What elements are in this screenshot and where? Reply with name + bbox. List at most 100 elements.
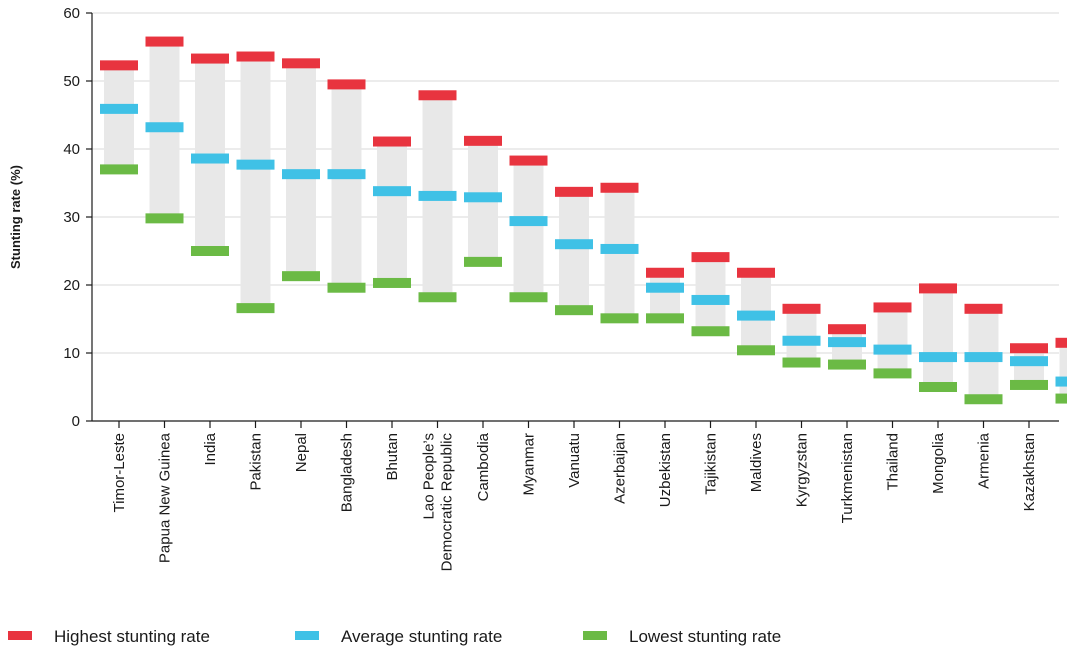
x-tick-label-group: Pakistan bbox=[248, 433, 265, 491]
x-tick-label-group: Nepal bbox=[293, 433, 310, 472]
average-rate-marker bbox=[646, 282, 684, 293]
x-tick-label: Uzbekistan bbox=[657, 433, 674, 507]
y-tick-label: 30 bbox=[63, 209, 80, 226]
highest-rate-marker bbox=[145, 36, 184, 47]
x-tick-label: Turkmenistan bbox=[839, 433, 856, 523]
x-tick-label-group: Armenia bbox=[976, 432, 993, 489]
legend-swatch bbox=[583, 631, 607, 640]
range-band bbox=[695, 257, 726, 332]
lowest-rate-marker bbox=[737, 345, 775, 356]
range-band bbox=[104, 65, 134, 170]
y-tick-label: 60 bbox=[63, 5, 80, 22]
highest-rate-marker bbox=[600, 182, 639, 193]
highest-rate-marker bbox=[828, 324, 866, 335]
average-rate-marker bbox=[418, 190, 457, 201]
lowest-rate-marker bbox=[509, 292, 548, 303]
x-tick-label-group: Tajikistan bbox=[703, 433, 720, 495]
y-tick-label: 50 bbox=[63, 73, 80, 90]
highest-rate-marker bbox=[1055, 337, 1067, 348]
x-tick-label: Maldives bbox=[748, 433, 765, 492]
range-band bbox=[1059, 342, 1067, 399]
x-tick-label: Democratic Republic bbox=[439, 433, 456, 572]
highest-rate-marker bbox=[191, 53, 229, 64]
lowest-rate-marker bbox=[828, 359, 866, 370]
average-rate-marker bbox=[600, 243, 639, 254]
lowest-rate-marker bbox=[691, 326, 730, 337]
x-tick-label: Papua New Guinea bbox=[157, 432, 174, 563]
lowest-rate-marker bbox=[100, 164, 138, 175]
y-tick-label: 0 bbox=[72, 413, 80, 430]
highest-rate-marker bbox=[100, 60, 138, 71]
average-rate-marker bbox=[919, 352, 957, 363]
highest-rate-marker bbox=[919, 283, 957, 294]
x-tick-label-group: Maldives bbox=[748, 433, 765, 492]
highest-rate-marker bbox=[418, 90, 457, 101]
legend-label: Highest stunting rate bbox=[54, 627, 210, 646]
lowest-rate-marker bbox=[919, 382, 957, 392]
highest-rate-marker bbox=[327, 79, 366, 90]
lowest-rate-marker bbox=[600, 313, 639, 324]
lowest-rate-marker bbox=[646, 313, 684, 324]
x-tick-label: Kazakhstan bbox=[1021, 433, 1038, 511]
highest-rate-marker bbox=[373, 136, 411, 147]
range-band bbox=[650, 272, 680, 319]
x-tick-label-group: Papua New Guinea bbox=[157, 432, 174, 563]
average-rate-marker bbox=[327, 169, 366, 180]
lowest-rate-marker bbox=[236, 303, 275, 314]
x-tick-label-group: Uzbekistan bbox=[657, 433, 674, 507]
lowest-rate-marker bbox=[145, 213, 184, 224]
average-rate-marker bbox=[236, 159, 275, 170]
lowest-rate-marker bbox=[418, 292, 457, 303]
average-rate-marker bbox=[691, 294, 730, 305]
x-tick-label-group: Turkmenistan bbox=[839, 433, 856, 523]
x-tick-label: Tajikistan bbox=[703, 433, 720, 495]
lowest-rate-marker bbox=[1010, 379, 1048, 390]
highest-rate-marker bbox=[236, 51, 275, 62]
lowest-rate-marker bbox=[555, 305, 593, 316]
x-tick-label-group: Vanuatu bbox=[566, 433, 583, 488]
highest-rate-marker bbox=[646, 267, 684, 278]
average-rate-marker bbox=[782, 335, 821, 346]
average-rate-marker bbox=[737, 310, 775, 321]
range-band bbox=[786, 308, 817, 363]
highest-rate-marker bbox=[782, 303, 821, 314]
legend-label: Lowest stunting rate bbox=[629, 627, 781, 646]
average-rate-marker bbox=[555, 239, 593, 250]
legend-swatch bbox=[295, 631, 319, 640]
x-tick-label-group: Thailand bbox=[885, 433, 902, 491]
lowest-rate-marker bbox=[191, 246, 229, 256]
range-band bbox=[513, 160, 544, 298]
y-tick-label: 40 bbox=[63, 141, 80, 158]
average-rate-marker bbox=[100, 103, 138, 114]
lowest-rate-marker bbox=[464, 256, 502, 267]
x-tick-label: Lao People’s bbox=[421, 433, 438, 519]
lowest-rate-marker bbox=[964, 394, 1003, 405]
x-tick-label-group: Myanmar bbox=[521, 433, 538, 496]
average-rate-marker bbox=[828, 337, 866, 348]
x-tick-label: Bangladesh bbox=[339, 433, 356, 512]
average-rate-marker bbox=[509, 216, 548, 227]
x-tick-label-group: Bhutan bbox=[384, 433, 401, 481]
average-rate-marker bbox=[1055, 376, 1067, 387]
highest-rate-marker bbox=[464, 135, 502, 146]
lowest-rate-marker bbox=[1055, 393, 1067, 404]
y-tick-label: 10 bbox=[63, 345, 80, 362]
range-band bbox=[877, 307, 908, 374]
x-tick-label-group: Cambodia bbox=[475, 432, 492, 501]
average-rate-marker bbox=[282, 169, 320, 180]
x-tick-label-group: Timor-Leste bbox=[111, 433, 128, 512]
x-tick-label-group: Azerbaijan bbox=[612, 433, 629, 504]
average-rate-marker bbox=[464, 192, 502, 203]
lowest-rate-marker bbox=[873, 368, 912, 379]
x-tick-label: India bbox=[202, 432, 219, 465]
highest-rate-marker bbox=[555, 186, 593, 197]
average-rate-marker bbox=[1010, 356, 1048, 367]
x-tick-label: Nepal bbox=[293, 433, 310, 472]
x-tick-label: Timor-Leste bbox=[111, 433, 128, 512]
range-band bbox=[923, 288, 953, 387]
x-tick-label: Bhutan bbox=[384, 433, 401, 481]
lowest-rate-marker bbox=[327, 282, 366, 293]
range-band bbox=[331, 84, 362, 288]
